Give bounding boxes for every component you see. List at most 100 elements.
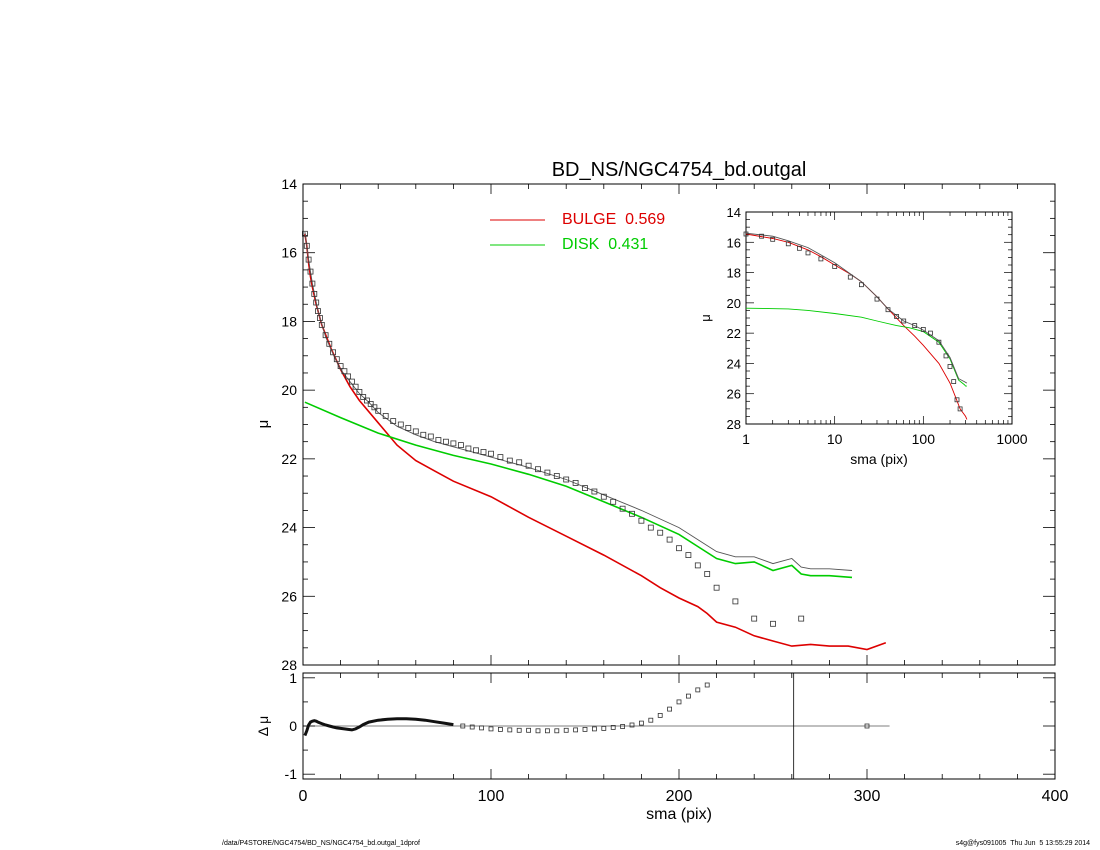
main-data-point [333,356,340,363]
main-data-point [610,498,617,505]
main-data-point [450,440,457,447]
main-data-point [309,280,316,287]
main-data-point [363,397,370,404]
residual-data-point [469,724,475,730]
inset-data-point [951,379,957,385]
residual-data-point [563,727,569,733]
main-data-point [732,598,739,605]
main-data-point [367,400,374,407]
residual-data-point [535,728,541,734]
inset-y-tick-label: 18 [727,266,741,281]
main-data-point [330,349,337,356]
main-y-tick-label: 20 [281,382,297,398]
main-data-point [553,473,560,479]
inset-data-point [770,236,776,242]
main-data-point [544,469,551,476]
main-data-point [352,383,359,390]
inset-x-tick-label: 100 [912,431,936,447]
main-data-point [397,421,404,428]
residual-panel: 0 100 200 300 400-101 sma (pix) Δ μ [255,670,1068,823]
residual-series-group [303,717,454,737]
main-data-point [638,517,645,524]
residual-x-tick-label: 0 [299,788,308,805]
main-data-point [412,428,419,435]
residual-data-point [545,728,550,734]
inset-data-point [805,250,811,256]
inset-data-point [818,256,824,262]
main-data-point [473,447,479,454]
inset-data-point [901,318,907,324]
residual-data-point [592,726,597,732]
footer-file-path: /data/P4STORE/NGC4754/BD_NS/NGC4754_bd.o… [222,840,420,847]
main-data-point [435,437,442,443]
main-data-point [305,256,312,263]
inset-data-point [859,282,864,288]
residual-y-tick-label: 0 [289,718,297,734]
main-y-tick-label: 14 [281,176,297,192]
main-data-point [427,433,434,440]
inset-data-point [743,231,749,237]
residual-data-point [460,723,466,729]
residual-y-tick-label: 1 [289,670,297,686]
main-data-point [442,438,449,445]
main-data-point [480,449,487,455]
residual-data-point [676,699,682,705]
inset-panel: 1 10 100 1000 14 16 18 20 22 24 26 28 sma (pix) μ [698,205,1028,467]
inset-y-tick-label: 24 [727,356,741,371]
inset-y-tick-label: 22 [727,326,741,341]
residual-data-point [497,727,503,732]
main-data-point [318,321,325,328]
inset-data-point [847,274,853,280]
main-data-point [751,615,758,622]
legend-disk-label: DISK 0.431 [562,236,648,253]
residual-data-point [507,727,513,733]
inset-y-tick-label: 16 [727,235,741,250]
main-data-point [337,363,344,370]
inset-data-point [957,406,963,412]
main-data-point [713,584,720,591]
main-data-point [657,529,664,536]
main-data-point [360,394,367,400]
inset-y-tick-label: 26 [727,387,741,402]
main-data-point [390,418,397,425]
residual-data-point [686,693,691,699]
inset-data-point [874,296,880,302]
main-data-point [704,571,711,577]
main-data-point [572,479,579,486]
main-data-point [375,407,382,414]
main-data-point [316,315,323,321]
main-data-point [341,368,348,375]
inset-axes: 1 10 100 1000 14 16 18 20 22 24 26 28 [727,205,1028,447]
inset-data-point [947,364,953,369]
main-data-point [694,562,701,569]
main-data-point [516,459,523,466]
inset-data-point [832,264,838,269]
main-data-point [382,412,389,419]
main-data-point [619,505,626,512]
main-data-point [307,268,314,275]
main-ylabel: μ [255,420,272,429]
main-data-point [647,524,654,531]
legend: BULGE 0.569 DISK 0.431 [490,211,665,253]
main-data-point [798,615,805,622]
residual-curve [303,717,454,737]
main-data-point [326,340,333,347]
main-data-point [770,620,776,627]
residual-data-point [488,726,494,732]
main-data-point [591,488,598,495]
residual-data-point [601,726,607,731]
residual-data-point [573,727,578,733]
residual-x-tick-label: 100 [478,788,505,805]
inset-data-point [936,339,942,345]
residual-data-point [639,720,644,726]
inset-data-point [797,245,802,251]
main-data-point [405,424,412,431]
residual-x-tick-label: 200 [666,788,693,805]
main-data-point [348,378,355,385]
inset-y-tick-label: 20 [727,296,741,311]
residual-data-point [629,722,635,728]
residual-data-point [667,706,672,712]
inset-x-tick-label: 1 [742,431,750,447]
main-data-point [600,493,607,500]
main-data-point [311,290,318,297]
